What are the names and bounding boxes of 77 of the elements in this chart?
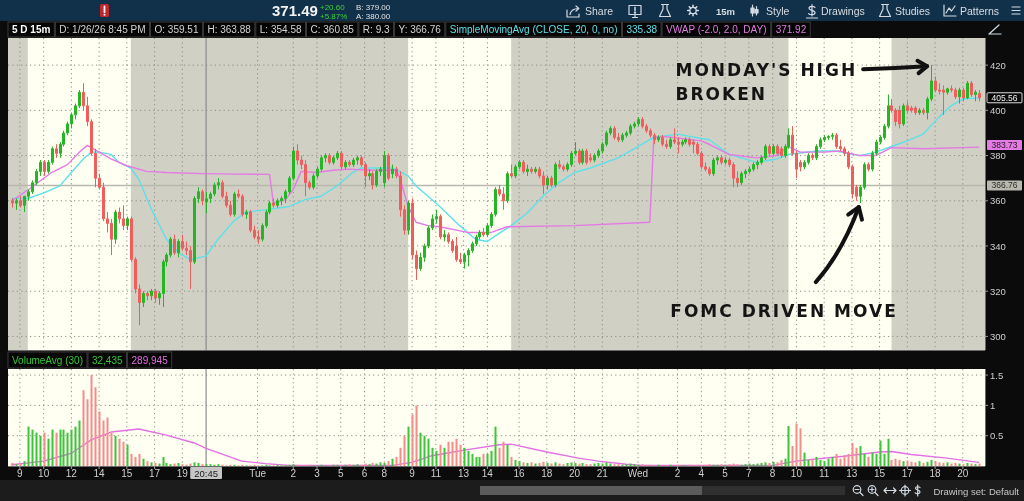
x-tick-label: 6 xyxy=(361,468,368,479)
annotation: 383.73 xyxy=(991,140,1018,151)
text: A: 380.00 xyxy=(356,11,391,21)
x-tick-label: 20 xyxy=(568,468,581,479)
x-tick-label: 18 xyxy=(929,468,942,479)
x-tick-label: 14 xyxy=(481,468,494,479)
y-tick-label: 420 xyxy=(990,59,1006,71)
text: Y: 366.76 xyxy=(398,24,442,35)
chart-title: 5 D 15m xyxy=(12,24,51,35)
x-tick-label: 5 xyxy=(338,468,345,479)
annotation: MONDAY'S HIGH BROKEN xyxy=(675,60,858,105)
x-tick-label: 13 xyxy=(846,468,858,479)
x-tick-label: 10 xyxy=(790,468,803,479)
x-tick-label: 9 xyxy=(17,468,24,479)
text: D: 1/26/26 8:45 PM xyxy=(59,24,146,35)
x-tick-label: 15 xyxy=(874,468,886,479)
text: 335.38 xyxy=(626,24,658,35)
text: C: 360.85 xyxy=(310,24,355,35)
text: VWAP (-2.0, 2.0, DAY) xyxy=(666,24,767,35)
x-tick-label: 10 xyxy=(38,468,50,479)
x-tick-label: Tue xyxy=(249,468,267,479)
text: R: 9.3 xyxy=(362,24,390,35)
x-tick-label: 8 xyxy=(381,468,388,479)
y-tick-label: 1 xyxy=(990,399,996,411)
text: +5.87% xyxy=(320,11,348,21)
x-tick-label: 19 xyxy=(176,468,189,479)
x-tick-label: 13 xyxy=(458,468,470,479)
x-tick-label: 20 xyxy=(957,468,969,479)
y-tick-label: 300 xyxy=(990,330,1006,342)
x-tick-label: Wed xyxy=(627,468,649,479)
text: L: 354.58 xyxy=(259,24,302,35)
text: Drawing set: Default xyxy=(933,485,1020,497)
x-tick-label: 12 xyxy=(65,468,78,479)
y-tick-label: 0.5 xyxy=(990,430,1004,442)
text: B: 379.00 xyxy=(356,2,391,12)
text: Style xyxy=(766,4,790,17)
ref-line-label: 20:45 xyxy=(194,467,218,479)
text: +20.60 xyxy=(320,2,346,12)
chart-title: VolumeAvg (30) xyxy=(12,355,83,366)
text: H: 363.88 xyxy=(207,24,252,35)
x-tick-label: 8 xyxy=(769,468,776,479)
x-tick-label: 2 xyxy=(290,468,297,479)
x-tick-label: 2 xyxy=(674,468,681,479)
ref-line-label: 366.76 xyxy=(991,180,1018,191)
text: Share xyxy=(585,4,614,17)
x-tick-label: 17 xyxy=(149,468,161,479)
y-tick-label: 340 xyxy=(990,240,1006,252)
x-tick-label: 9 xyxy=(409,468,416,479)
text: 371.92 xyxy=(775,24,807,35)
x-tick-label: 15 xyxy=(121,468,133,479)
y-tick-label: 400 xyxy=(990,104,1006,116)
y-tick-label: 320 xyxy=(990,285,1006,297)
annotation: FOMC DRIVEN MOVE xyxy=(670,301,898,322)
x-tick-label: 11 xyxy=(818,468,830,479)
x-tick-label: 16 xyxy=(513,468,526,479)
x-tick-label: 3 xyxy=(314,468,321,479)
text: 32,435 xyxy=(91,355,123,366)
text: SimpleMovingAvg (CLOSE, 20, 0, no) xyxy=(449,24,618,35)
text: 15m xyxy=(716,5,736,17)
text: O: 359.51 xyxy=(154,24,199,35)
x-tick-label: 5 xyxy=(722,468,729,479)
text: Patterns xyxy=(960,4,1000,17)
x-tick-label: 21 xyxy=(596,468,609,479)
text: 289,945 xyxy=(131,355,169,366)
x-tick-label: 17 xyxy=(901,468,914,479)
x-tick-label: 11 xyxy=(430,468,442,479)
text: 371.49 xyxy=(272,2,318,19)
y-tick-label: 380 xyxy=(990,150,1006,162)
x-tick-label: 7 xyxy=(746,468,753,479)
y-tick-label: 360 xyxy=(990,195,1006,207)
x-tick-label: 4 xyxy=(698,468,705,479)
x-tick-label: 14 xyxy=(93,468,106,479)
x-tick-label: 18 xyxy=(541,468,553,479)
text: Studies xyxy=(895,4,931,17)
y-tick-label: 1.5 xyxy=(990,369,1004,381)
annotation: 405.56 xyxy=(991,92,1018,103)
text: Drawings xyxy=(821,4,865,17)
